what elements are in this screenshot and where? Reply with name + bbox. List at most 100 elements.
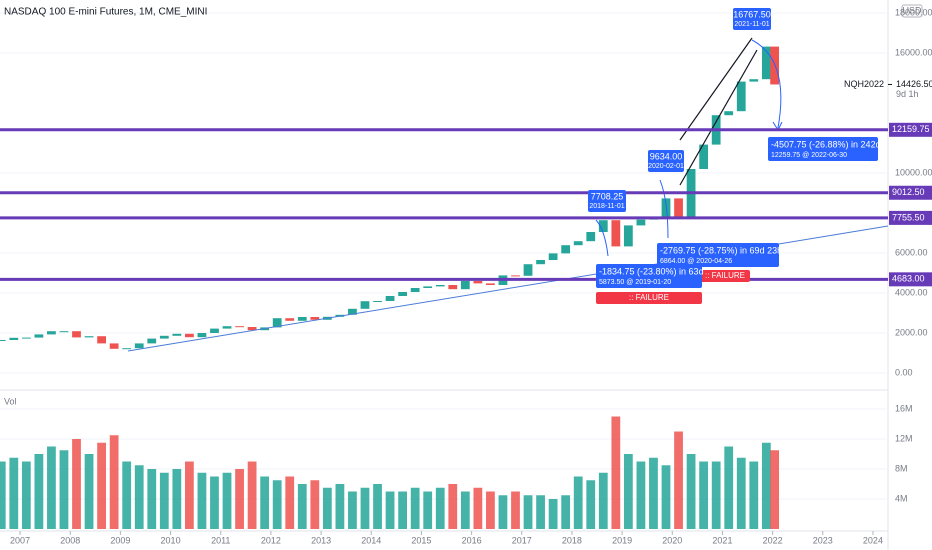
volume-bar <box>749 461 759 529</box>
volume-bar <box>72 439 81 529</box>
y-tick-label: 10000.00 <box>895 167 932 177</box>
candle-body <box>72 331 81 338</box>
x-tick-label: 2022 <box>763 535 783 545</box>
volume-bar <box>210 476 219 529</box>
level-label-bg <box>889 210 932 225</box>
candle-body <box>47 331 56 335</box>
volume-bar <box>297 484 307 529</box>
x-tick-label: 2013 <box>311 535 331 545</box>
candle-body <box>423 286 433 288</box>
marks <box>0 12 888 529</box>
candle-body <box>435 285 445 287</box>
candle-body <box>473 281 483 284</box>
volume-bar <box>247 461 257 529</box>
candle-body <box>310 317 320 320</box>
y-tick-label: 2000.00 <box>895 327 928 337</box>
candle-body <box>134 343 144 349</box>
volume-bar <box>122 461 132 529</box>
volume-bar <box>561 495 571 529</box>
candle-body <box>285 318 295 321</box>
x-tick-label: 2021 <box>712 535 732 545</box>
x-tick-label: 2018 <box>562 535 582 545</box>
volume-bar <box>59 450 69 529</box>
candle-body <box>573 241 583 246</box>
candle-body <box>598 220 608 232</box>
annotation-box <box>733 8 771 30</box>
candle-body <box>147 338 157 344</box>
volume-bar <box>423 491 433 529</box>
volume-bar <box>335 484 345 529</box>
currency-badge[interactable] <box>901 4 923 18</box>
volume-bar <box>348 491 357 529</box>
candle-body <box>536 260 545 265</box>
volume-bar <box>310 480 320 529</box>
volume-bar <box>661 465 671 529</box>
volume-bar <box>636 461 646 529</box>
volume-bar <box>460 491 470 529</box>
candle-body <box>235 326 244 328</box>
chart-title: NASDAQ 100 E-mini Futures, 1M, CME_MINI <box>4 7 207 18</box>
volume-bar <box>272 480 282 529</box>
x-tick-label: 2017 <box>512 535 532 545</box>
volume-bar <box>285 476 295 529</box>
x-tick-label: 2024 <box>863 535 883 545</box>
candle-body <box>84 336 94 338</box>
candle-body <box>34 334 44 338</box>
volume-bar <box>398 491 407 529</box>
volume-bar <box>185 461 194 529</box>
measure-box <box>657 243 779 267</box>
level-label-bg <box>889 185 932 200</box>
candle-body <box>297 317 307 321</box>
volume-bar <box>598 472 608 529</box>
candle-body <box>9 337 19 340</box>
volume-bar <box>147 469 157 529</box>
candle-body <box>59 331 69 333</box>
candle-body <box>749 79 759 82</box>
volume-tick-label: 8M <box>895 463 908 473</box>
x-tick-label: 2009 <box>110 535 130 545</box>
measure-target: 12259.75 @ 2022-06-30 <box>771 152 847 159</box>
volume-bar <box>511 491 520 529</box>
volume-bar <box>724 446 734 529</box>
measure-text: -1834.75 (-23.80%) in 63d <box>599 266 704 276</box>
volume-bar <box>97 442 106 529</box>
volume-bar <box>34 454 44 529</box>
volume-bar <box>711 461 721 529</box>
x-tick-label: 2010 <box>161 535 181 545</box>
currency: USD <box>902 5 922 15</box>
x-tick-label: 2019 <box>612 535 632 545</box>
candle-body <box>122 348 132 350</box>
y-tick-label: 18000.00 <box>895 7 932 17</box>
wedge-line <box>679 49 758 186</box>
volume-bar <box>360 487 370 529</box>
annotation-date: 2020-02-01 <box>648 163 684 170</box>
x-tick-label: 2012 <box>261 535 281 545</box>
annotation-price: 16767.50 <box>733 9 771 19</box>
volume-bar <box>222 472 232 529</box>
volume-bar <box>686 454 696 529</box>
volume-bar <box>134 465 144 529</box>
volume-tick-label: 16M <box>895 403 913 413</box>
candle-body <box>486 283 495 285</box>
volume-tick-label: 12M <box>895 433 913 443</box>
candle-body <box>511 275 520 277</box>
level-label-bg <box>889 272 932 287</box>
volume-bar <box>84 454 94 529</box>
annotation-box <box>588 190 626 212</box>
annotation-date: 2021-11-01 <box>734 21 769 28</box>
candle-body <box>448 285 458 290</box>
volume-bar <box>448 484 458 529</box>
candle-body <box>109 343 119 349</box>
measure-target: 6864.00 @ 2020-04-26 <box>660 258 732 265</box>
candle-body <box>373 301 382 302</box>
candle-body <box>185 333 194 338</box>
volume-bar <box>623 454 633 529</box>
measure-text: -2769.75 (-28.75%) in 69d 23h <box>660 245 782 255</box>
candle-body <box>348 308 357 315</box>
measure-target: 5873.50 @ 2019-01-20 <box>599 279 671 286</box>
failure-box <box>700 270 750 282</box>
x-tick-label: 2011 <box>211 535 230 545</box>
failure-label: :: FAILURE <box>629 293 669 302</box>
volume-bar <box>322 487 332 529</box>
